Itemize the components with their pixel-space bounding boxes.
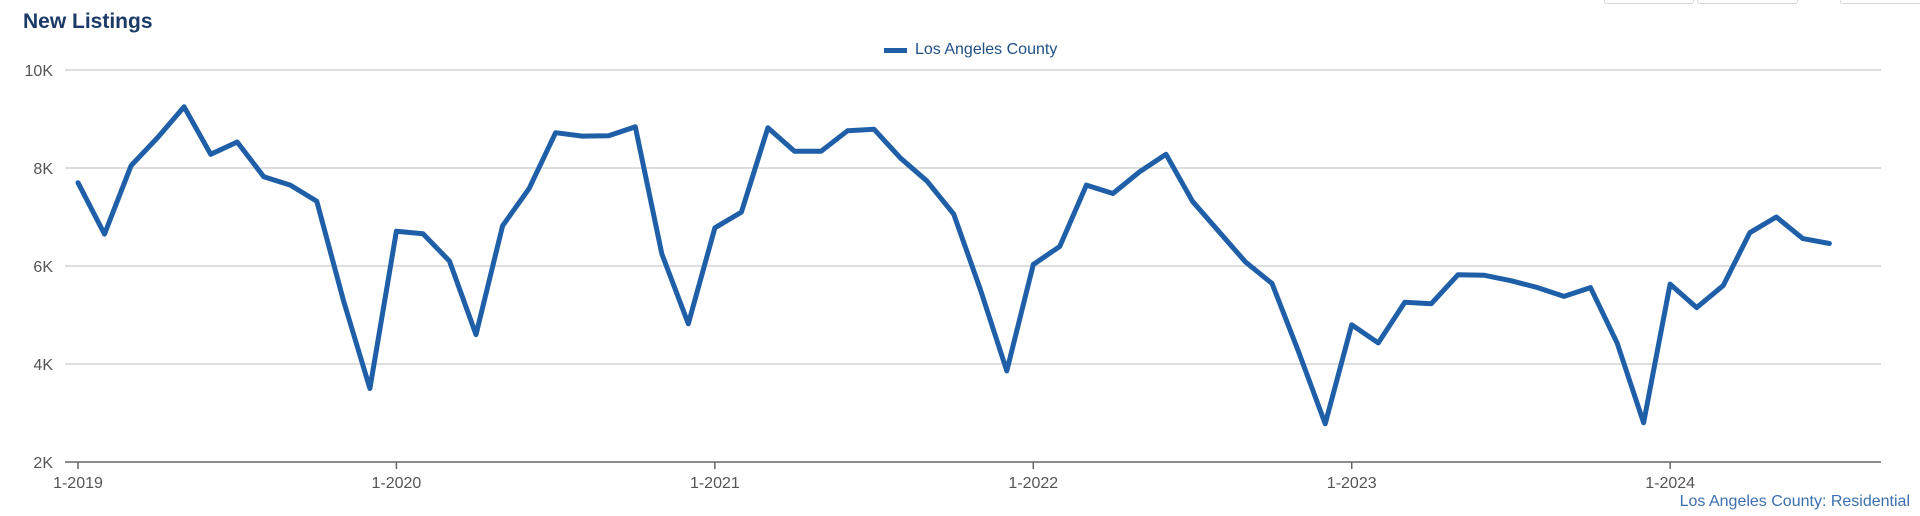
y-tick-label: 6K [33, 259, 53, 276]
x-tick-label: 1-2023 [1327, 475, 1377, 492]
y-tick-label: 10K [25, 63, 54, 80]
legend-label: Los Angeles County [915, 41, 1058, 58]
toolbar-button[interactable] [1840, 0, 1920, 4]
series-line-0 [75, 104, 1832, 427]
y-tick-label: 8K [33, 161, 53, 178]
toolbar-button[interactable] [1604, 0, 1694, 4]
toolbar-button[interactable] [1697, 0, 1798, 4]
legend: Los Angeles County [884, 41, 1057, 59]
chart-title: New Listings [23, 10, 153, 33]
x-tick-label: 1-2019 [53, 475, 103, 492]
y-tick-label: 4K [33, 357, 53, 374]
x-tick-label: 1-2020 [372, 475, 422, 492]
y-tick-label: 2K [33, 455, 53, 472]
data-source-label: Los Angeles County: Residential [1679, 493, 1910, 510]
x-tick-label: 1-2024 [1645, 475, 1695, 492]
x-tick-label: 1-2022 [1008, 475, 1058, 492]
legend-swatch [884, 47, 907, 53]
x-tick-label: 1-2021 [690, 475, 740, 492]
